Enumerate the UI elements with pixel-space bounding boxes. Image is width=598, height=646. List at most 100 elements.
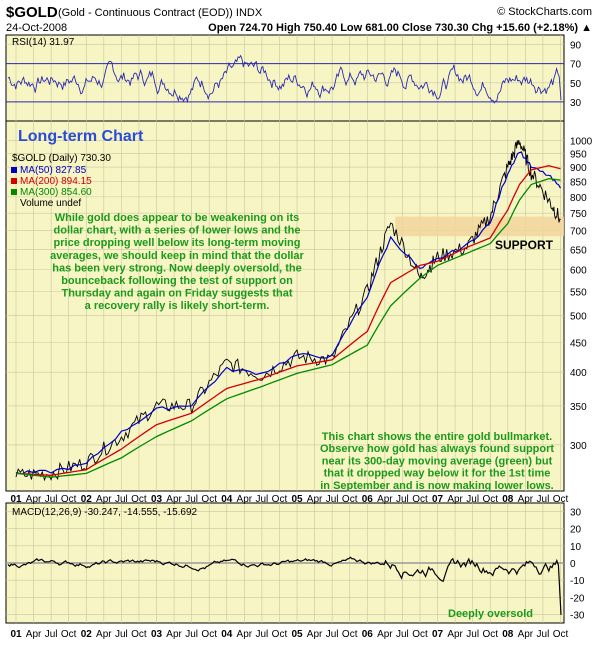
macd-x-tick-label: Oct (342, 629, 358, 640)
macd-x-tick-label: Apr (518, 629, 534, 640)
rsi-y-tick-label: 70 (570, 60, 582, 71)
macd-x-tick-label: Jul (255, 629, 268, 640)
ma200-line (15, 165, 561, 476)
price-x-tick-label: 02 (81, 494, 93, 505)
rsi-y-tick-label: 90 (570, 41, 582, 52)
ma50-line (15, 151, 562, 475)
macd-x-tick-label: Oct (482, 629, 498, 640)
symbol-title: $GOLD (6, 4, 58, 21)
macd-y-tick-label: 10 (570, 542, 582, 553)
legend-swatch-ma50 (11, 167, 17, 173)
macd-x-tick-label: 02 (81, 629, 93, 640)
price-x-tick-label: Oct (553, 494, 569, 505)
commentary-line: This chart shows the entire gold bullmar… (322, 431, 552, 443)
price-x-tick-label: Apr (166, 494, 182, 505)
price-y-tick-label: 900 (570, 163, 587, 174)
price-y-tick-label: 950 (570, 149, 587, 160)
price-legend-ma300: MA(300) 854.60 (20, 187, 92, 198)
quote-summary: Open 724.70 High 750.40 Low 681.00 Close… (208, 22, 592, 34)
macd-x-tick-label: Jul (396, 629, 409, 640)
macd-x-tick-label: 03 (151, 629, 163, 640)
macd-line (7, 556, 562, 615)
commentary-line: dollar chart, with a series of lower low… (54, 225, 301, 237)
price-x-tick-label: Apr (237, 494, 253, 505)
price-x-tick-label: Oct (342, 494, 358, 505)
gold-price-line (15, 140, 561, 482)
price-x-tick-label: Apr (26, 494, 42, 505)
price-x-tick-label: 06 (362, 494, 374, 505)
rsi-legend: RSI(14) 31.97 (12, 37, 75, 48)
macd-x-tick-label: Apr (307, 629, 323, 640)
chart-date: 24-Oct-2008 (6, 22, 67, 34)
price-x-tick-label: Apr (307, 494, 323, 505)
macd-y-tick-label: -20 (570, 593, 585, 604)
price-y-tick-label: 850 (570, 178, 587, 189)
deeply-oversold-note: Deeply oversold (448, 608, 533, 620)
price-x-tick-label: Oct (61, 494, 77, 505)
price-legend-volume: Volume undef (20, 198, 81, 209)
commentary-line: in September and is now making lower low… (320, 480, 554, 492)
price-y-tick-label: 1000 (570, 136, 593, 147)
price-y-tick-label: 400 (570, 368, 587, 379)
price-x-tick-label: Apr (96, 494, 112, 505)
price-legend-gold: $GOLD (Daily) 730.30 (12, 153, 111, 164)
symbol-name: (Gold - Continuous Contract (EOD)) INDX (58, 7, 263, 19)
series-lines (7, 54, 562, 615)
price-y-tick-label: 800 (570, 193, 587, 204)
price-x-tick-label: 04 (221, 494, 233, 505)
rsi-panel (5, 34, 565, 122)
price-x-tick-label: Jul (255, 494, 268, 505)
price-x-tick-label: Oct (412, 494, 428, 505)
support-label: SUPPORT (495, 238, 554, 252)
commentary-line: that it dropped way below it for the 1st… (324, 468, 551, 480)
commentary-line: has been very strong. Now deeply oversol… (52, 262, 301, 274)
axis-ticks: 0101AprAprJulJulOctOct0202AprAprJulJulOc… (10, 41, 592, 640)
macd-x-tick-label: Oct (553, 629, 569, 640)
macd-x-tick-label: Jul (45, 629, 58, 640)
macd-x-tick-label: 04 (221, 629, 233, 640)
price-y-tick-label: 550 (570, 288, 587, 299)
price-legend-ma200: MA(200) 894.15 (20, 176, 92, 187)
macd-x-tick-label: Apr (447, 629, 463, 640)
macd-x-tick-label: Apr (166, 629, 182, 640)
macd-x-tick-label: 05 (291, 629, 303, 640)
price-x-tick-label: Apr (447, 494, 463, 505)
macd-x-tick-label: 06 (362, 629, 374, 640)
legend-swatch-ma200 (11, 178, 17, 184)
macd-x-tick-label: Jul (185, 629, 198, 640)
macd-x-tick-label: Jul (115, 629, 128, 640)
macd-x-tick-label: Oct (201, 629, 217, 640)
price-x-tick-label: Apr (518, 494, 534, 505)
source-credit: © StockCharts.com (497, 6, 592, 18)
price-x-tick-label: 07 (432, 494, 444, 505)
macd-y-tick-label: 30 (570, 508, 582, 519)
macd-x-tick-label: Jul (466, 629, 479, 640)
commentary-line: averages, we should keep in mind that th… (50, 250, 304, 262)
price-x-tick-label: 01 (10, 494, 22, 505)
macd-x-tick-label: Oct (61, 629, 77, 640)
macd-x-tick-label: Oct (272, 629, 288, 640)
commentary-bottom: This chart shows the entire gold bullmar… (320, 431, 554, 492)
price-x-tick-label: 08 (502, 494, 514, 505)
price-y-tick-label: 450 (570, 338, 587, 349)
macd-x-tick-label: Apr (96, 629, 112, 640)
rsi-y-tick-label: 50 (570, 79, 582, 90)
macd-x-tick-label: Apr (377, 629, 393, 640)
macd-legend: MACD(12,26,9) -30.247, -14.555, -15.692 (12, 507, 198, 518)
price-x-tick-label: Jul (537, 494, 550, 505)
macd-x-tick-label: Jul (326, 629, 339, 640)
commentary-line: bounceback following the test of support… (61, 275, 293, 287)
price-x-tick-label: Oct (131, 494, 147, 505)
price-x-tick-label: Jul (115, 494, 128, 505)
commentary-line: price dropping well below its long-term … (54, 237, 301, 249)
price-legend-ma50: MA(50) 827.85 (20, 165, 87, 176)
macd-y-tick-label: 0 (570, 559, 576, 570)
macd-x-tick-label: Oct (412, 629, 428, 640)
commentary-top: While gold does appear to be weakening o… (50, 212, 304, 312)
price-x-tick-label: Apr (377, 494, 393, 505)
macd-x-tick-label: 08 (502, 629, 514, 640)
commentary-line: While gold does appear to be weakening o… (55, 212, 299, 224)
macd-x-tick-label: 01 (10, 629, 22, 640)
